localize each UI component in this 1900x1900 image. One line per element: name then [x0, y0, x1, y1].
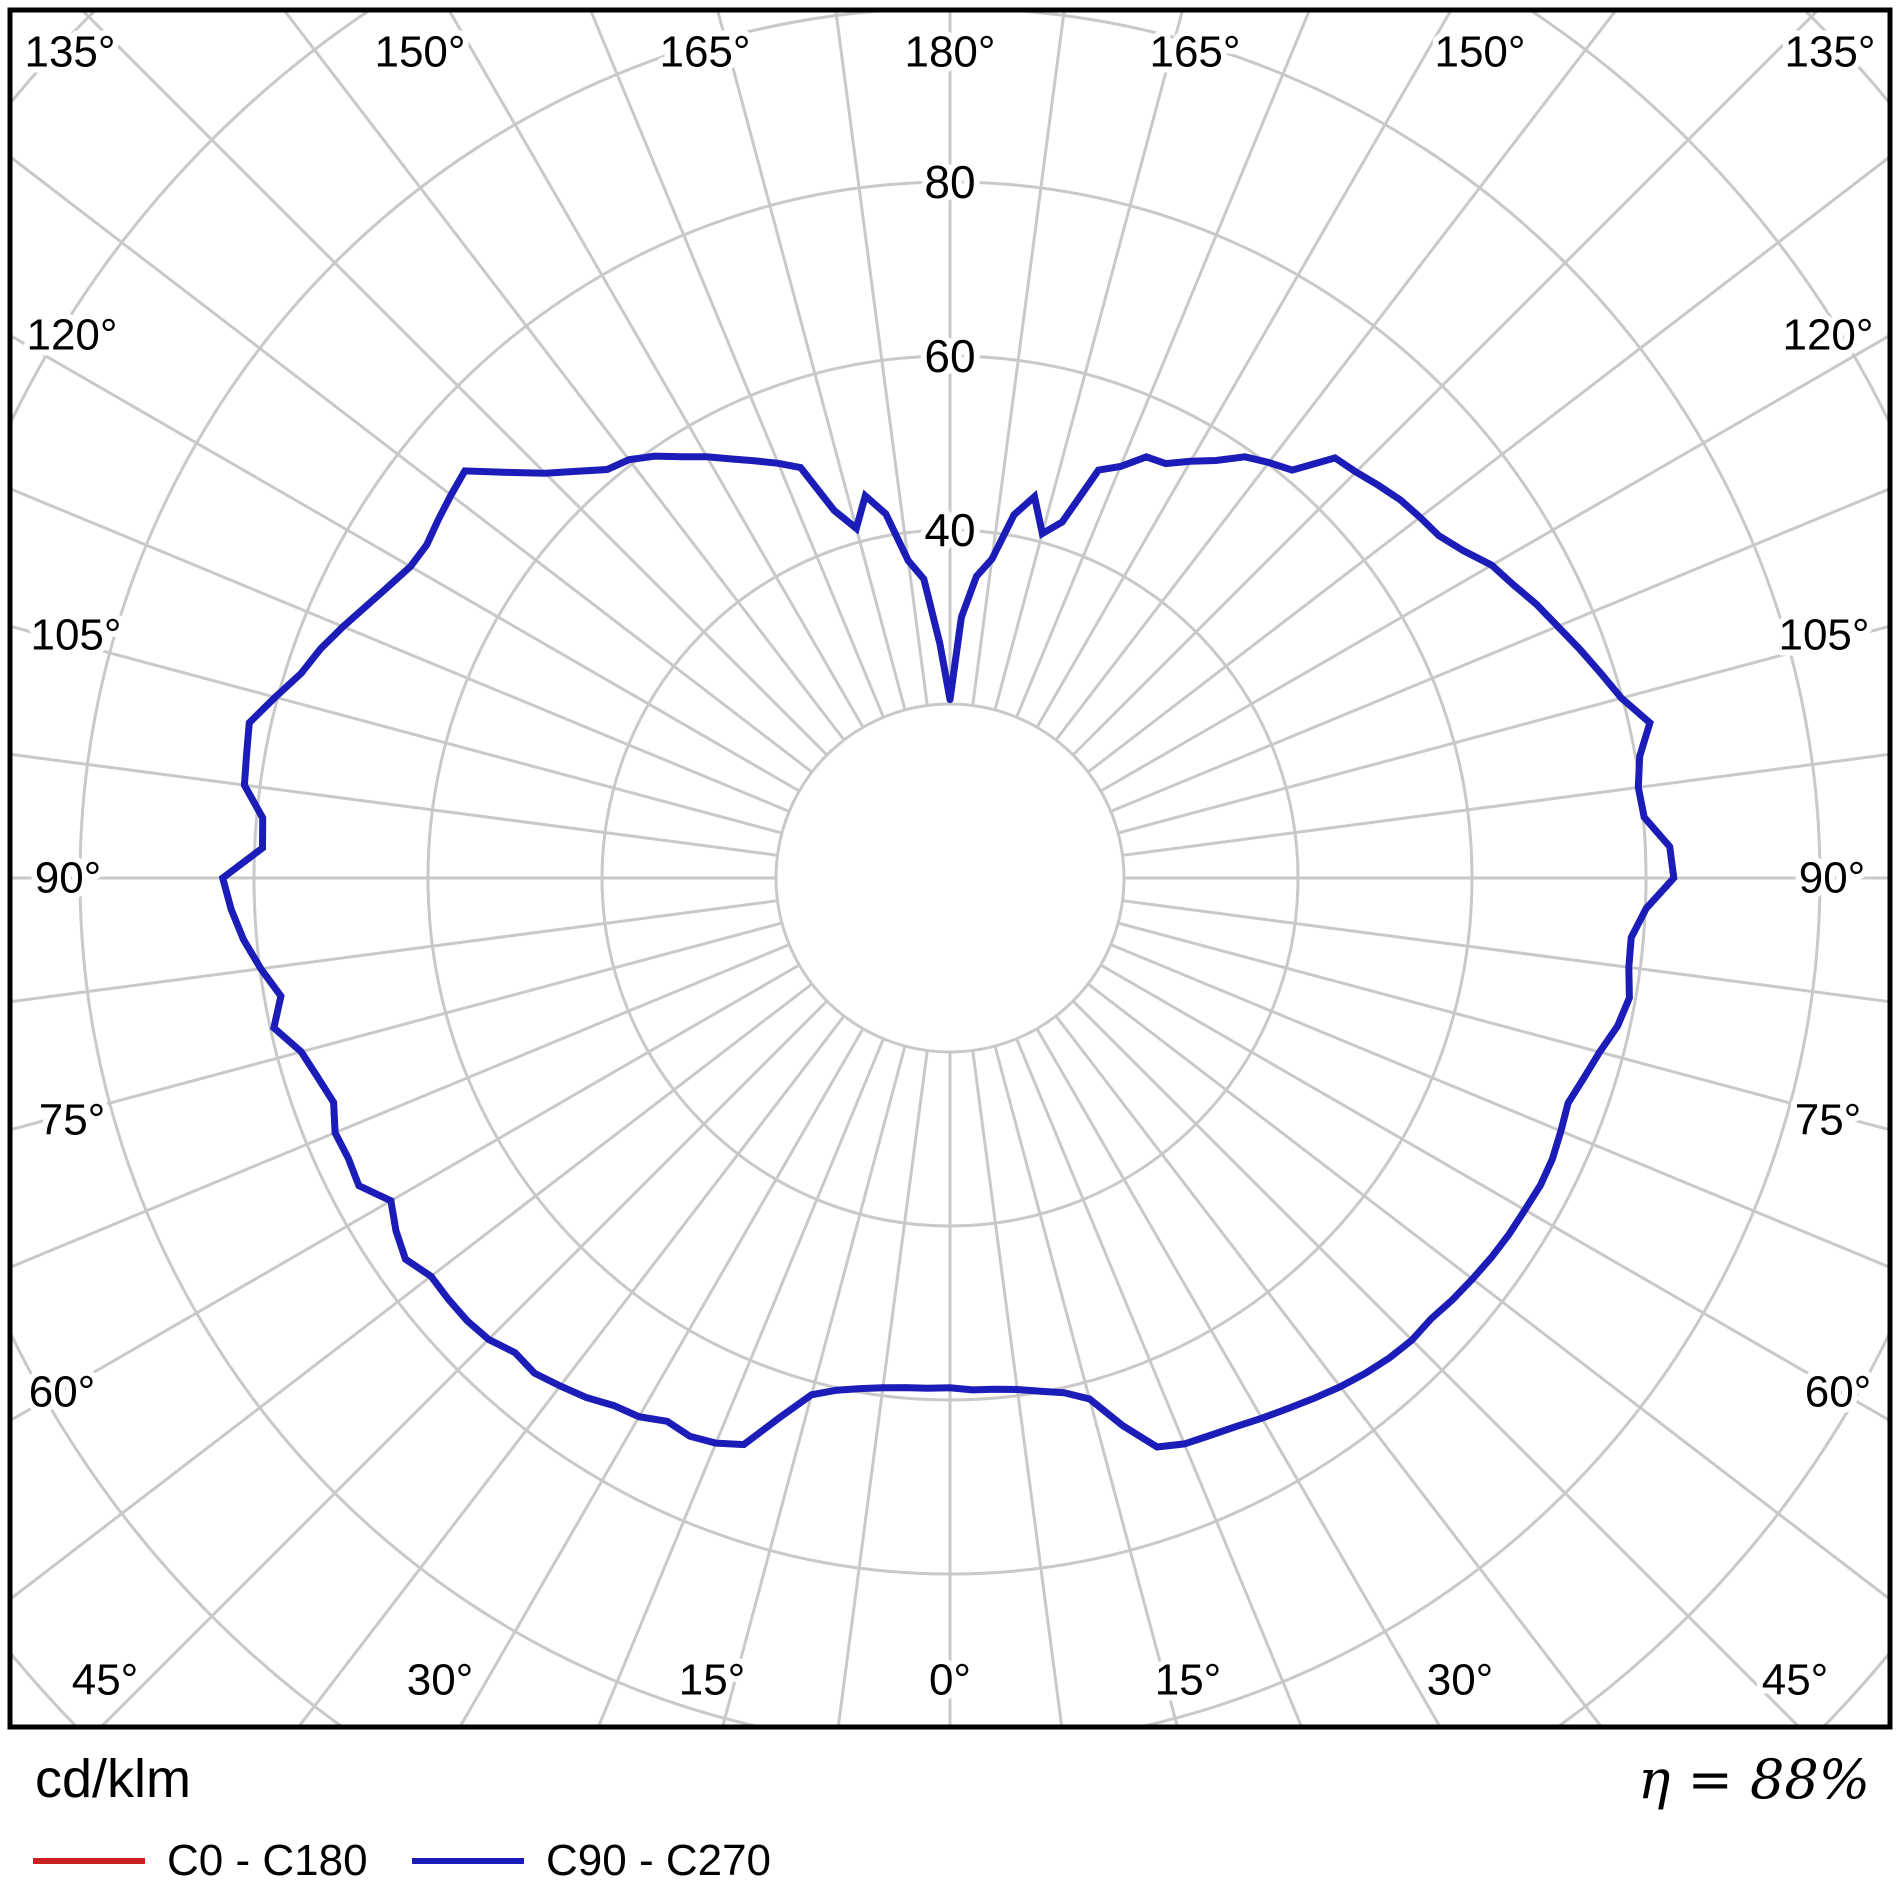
angle-label: 180° — [904, 28, 995, 77]
angle-label: 105° — [1778, 611, 1869, 660]
angle-label: 90° — [35, 854, 102, 903]
angle-label: 15° — [1155, 1656, 1222, 1705]
angle-label: 150° — [374, 28, 465, 77]
angle-label: 165° — [659, 28, 750, 77]
angle-label: 45° — [72, 1656, 139, 1705]
angle-label: 30° — [1427, 1656, 1494, 1705]
legend-label: C0 - C180 — [167, 1836, 368, 1885]
angle-label: 135° — [24, 28, 115, 77]
legend-item-c90-c270: C90 - C270 — [412, 1836, 771, 1886]
angle-label: 150° — [1434, 28, 1525, 77]
radial-tick-label: 60 — [924, 330, 975, 382]
angle-label: 60° — [29, 1368, 96, 1417]
efficiency-value: η = 88% — [1638, 1748, 1870, 1811]
angle-label: 135° — [1784, 28, 1875, 77]
efficiency-label: η = 88% — [1638, 1748, 1870, 1811]
angle-label: 75° — [1795, 1096, 1862, 1145]
radial-tick-label: 80 — [924, 156, 975, 208]
angle-label: 60° — [1805, 1368, 1872, 1417]
angle-label: 45° — [1762, 1656, 1829, 1705]
legend-line-blue-icon — [412, 1858, 524, 1864]
angle-label: 90° — [1799, 854, 1866, 903]
angle-label: 120° — [26, 311, 117, 360]
angle-label: 0° — [929, 1656, 971, 1705]
angle-label: 120° — [1782, 311, 1873, 360]
legend-label: C90 - C270 — [546, 1836, 772, 1885]
legend-line-red-icon — [33, 1858, 145, 1864]
radial-tick-label: 40 — [924, 504, 975, 556]
radial-units-label: cd/klm — [35, 1749, 192, 1809]
angle-label: 15° — [679, 1656, 746, 1705]
angle-label: 75° — [39, 1096, 106, 1145]
angle-label: 165° — [1149, 28, 1240, 77]
legend-item-c0-c180: C0 - C180 — [33, 1836, 368, 1886]
angle-label: 105° — [30, 611, 121, 660]
angle-label: 30° — [407, 1656, 474, 1705]
